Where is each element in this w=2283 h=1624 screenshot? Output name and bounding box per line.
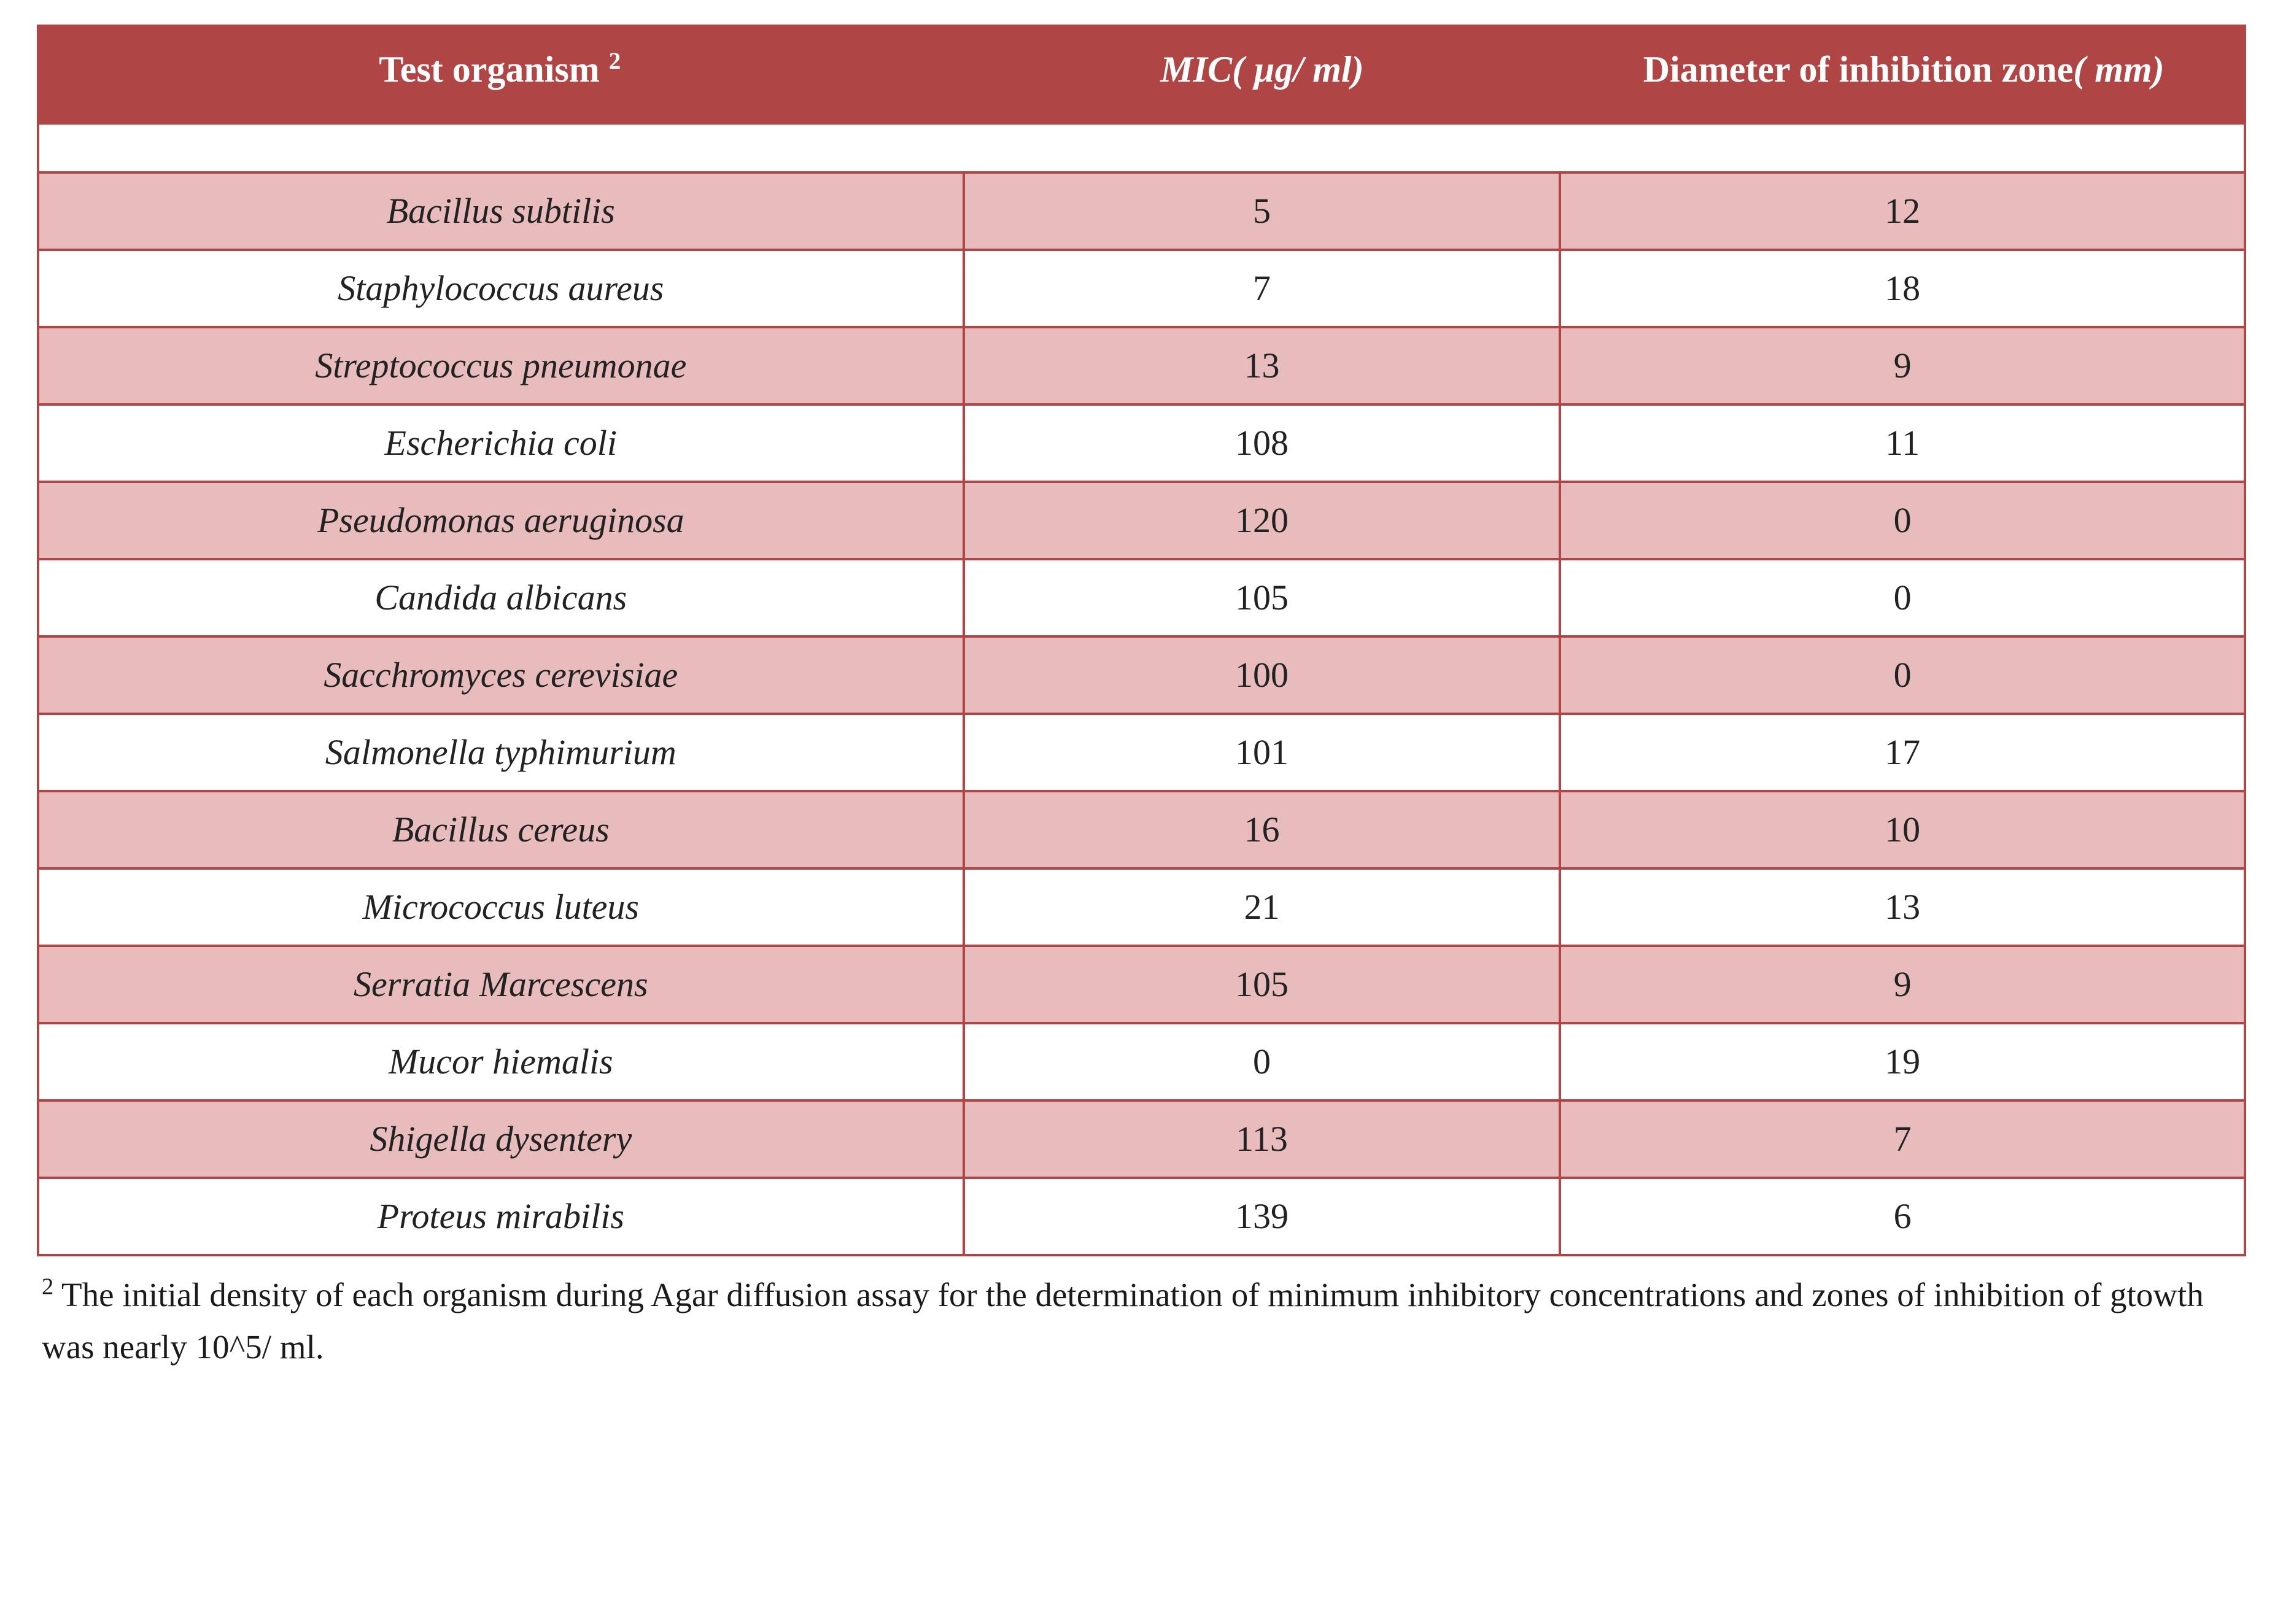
cell-zone: 0 [1561,560,2246,638]
cell-mic: 5 [965,174,1562,251]
cell-organism: Streptococcus pneumonae [37,328,965,406]
cell-zone: 6 [1561,1179,2246,1256]
cell-organism: Staphylococcus aureus [37,251,965,328]
table-row: Salmonella typhimurium10117 [37,715,2246,792]
header-zone: Diameter of inhibition zone( mm) [1561,25,2246,125]
table-row: Serratia Marcescens1059 [37,947,2246,1024]
cell-organism: Salmonella typhimurium [37,715,965,792]
header-organism-sup: 2 [609,48,621,74]
cell-organism: Escherichia coli [37,406,965,483]
table-header: Test organism 2 MIC( µg/ ml) Diameter of… [37,25,2246,125]
cell-organism: Candida albicans [37,560,965,638]
footnote-text: The initial density of each organism dur… [42,1276,2204,1366]
cell-organism: Micrococcus luteus [37,870,965,947]
cell-mic: 101 [965,715,1562,792]
table-row: Bacillus cereus1610 [37,792,2246,870]
cell-mic: 105 [965,947,1562,1024]
cell-zone: 19 [1561,1024,2246,1102]
header-mic-main: MIC [1160,49,1232,90]
cell-mic: 7 [965,251,1562,328]
cell-mic: 21 [965,870,1562,947]
header-mic-unit: ( µg/ ml) [1232,49,1364,90]
cell-zone: 9 [1561,947,2246,1024]
cell-organism: Pseudomonas aeruginosa [37,483,965,560]
table-row: Streptococcus pneumonae139 [37,328,2246,406]
cell-mic: 16 [965,792,1562,870]
cell-zone: 12 [1561,174,2246,251]
cell-organism: Shigella dysentery [37,1102,965,1179]
table-row: Candida albicans1050 [37,560,2246,638]
table-row: Shigella dysentery1137 [37,1102,2246,1179]
cell-zone: 9 [1561,328,2246,406]
table-footnote: 2 The initial density of each organism d… [37,1256,2246,1374]
table-row: Escherichia coli10811 [37,406,2246,483]
cell-zone: 7 [1561,1102,2246,1179]
cell-zone: 13 [1561,870,2246,947]
cell-mic: 105 [965,560,1562,638]
table-row: Pseudomonas aeruginosa1200 [37,483,2246,560]
cell-zone: 0 [1561,483,2246,560]
table-row: Mucor hiemalis019 [37,1024,2246,1102]
table-row: Micrococcus luteus2113 [37,870,2246,947]
header-zone-main: Diameter of inhibition zone [1643,49,2074,90]
header-mic: MIC( µg/ ml) [965,25,1562,125]
cell-mic: 120 [965,483,1562,560]
cell-mic: 100 [965,638,1562,715]
table-row: Staphylococcus aureus718 [37,251,2246,328]
header-organism-label: Test organism [379,49,608,90]
cell-mic: 113 [965,1102,1562,1179]
cell-organism: Bacillus subtilis [37,174,965,251]
footnote-sup: 2 [42,1274,53,1300]
cell-organism: Bacillus cereus [37,792,965,870]
cell-zone: 11 [1561,406,2246,483]
cell-zone: 10 [1561,792,2246,870]
cell-mic: 139 [965,1179,1562,1256]
table-row: Sacchromyces cerevisiae1000 [37,638,2246,715]
antimicrobial-table: Test organism 2 MIC( µg/ ml) Diameter of… [37,25,2246,1256]
cell-mic: 13 [965,328,1562,406]
header-organism: Test organism 2 [37,25,965,125]
page-container: Test organism 2 MIC( µg/ ml) Diameter of… [0,0,2283,1410]
cell-zone: 18 [1561,251,2246,328]
cell-organism: Serratia Marcescens [37,947,965,1024]
cell-organism: Proteus mirabilis [37,1179,965,1256]
table-row: Bacillus subtilis512 [37,174,2246,251]
cell-zone: 0 [1561,638,2246,715]
cell-mic: 0 [965,1024,1562,1102]
header-zone-unit: ( mm) [2073,49,2164,90]
cell-zone: 17 [1561,715,2246,792]
header-separator [37,125,2246,174]
cell-organism: Mucor hiemalis [37,1024,965,1102]
table-row: Proteus mirabilis1396 [37,1179,2246,1256]
cell-organism: Sacchromyces cerevisiae [37,638,965,715]
cell-mic: 108 [965,406,1562,483]
table-body: Bacillus subtilis512Staphylococcus aureu… [37,125,2246,1256]
